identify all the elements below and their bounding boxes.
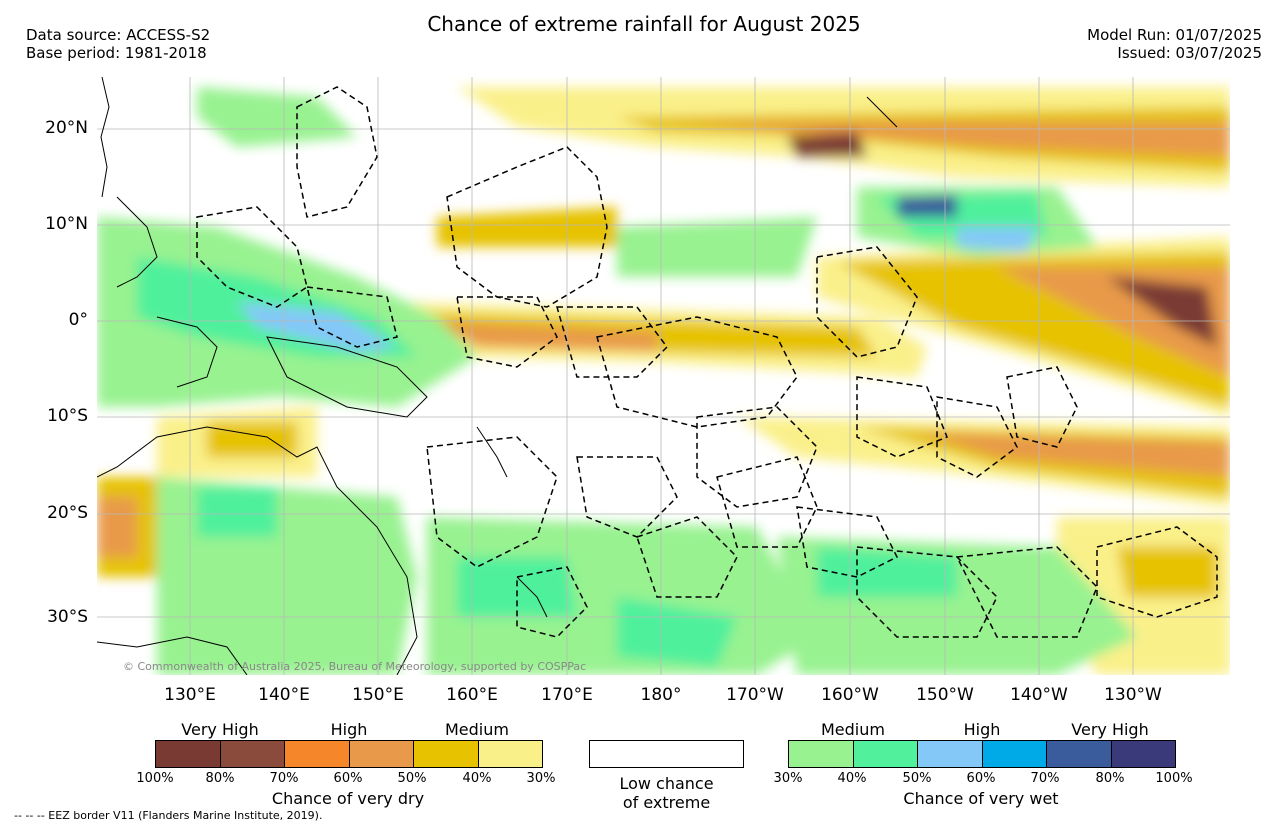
issued-text: Issued: 03/07/2025	[1117, 44, 1262, 62]
base-period-text: Base period: 1981-2018	[26, 44, 207, 62]
lon-label-170e: 170°E	[541, 685, 593, 705]
dry-swatch-2	[220, 741, 285, 767]
dry-cat-very-high: Very High	[181, 720, 259, 739]
eez-borders	[196, 86, 1218, 638]
lat-label-10n: 10°N	[45, 214, 88, 234]
dry-tick: 60%	[333, 771, 363, 786]
dry-tick: 30%	[526, 771, 556, 786]
low-chance-swatch	[589, 740, 744, 768]
lat-label-10s: 10°S	[47, 406, 88, 426]
dry-cat-high: High	[330, 720, 368, 739]
eez-note: -- -- -- EEZ border V11 (Flanders Marine…	[14, 809, 323, 822]
coastlines	[97, 77, 898, 675]
low-chance-label: Low chance of extreme	[589, 774, 744, 812]
header-left: Data source: ACCESS-S2 Base period: 1981…	[26, 26, 210, 62]
wet-swatch-2	[853, 741, 918, 767]
map-title: Chance of extreme rainfall for August 20…	[427, 12, 861, 36]
header-right: Model Run: 01/07/2025 Issued: 03/07/2025	[1087, 26, 1262, 62]
lat-label-20n: 20°N	[45, 118, 88, 138]
wet-tick: 60%	[966, 771, 996, 786]
wet-swatch-3	[918, 741, 983, 767]
lon-label-180: 180°	[640, 685, 682, 705]
wet-swatch-6	[1111, 741, 1175, 767]
wet-tick: 70%	[1030, 771, 1060, 786]
dry-caption: Chance of very dry	[271, 789, 425, 808]
lon-label-140e: 140°E	[258, 685, 310, 705]
lon-label-140w: 140°W	[1010, 685, 1068, 705]
lon-label-150w: 150°W	[916, 685, 974, 705]
dry-colorbar	[155, 740, 543, 768]
wet-tick: 30%	[773, 771, 803, 786]
model-run-text: Model Run: 01/07/2025	[1087, 26, 1262, 44]
lat-label-20s: 20°S	[47, 503, 88, 523]
dry-swatch-4	[349, 741, 414, 767]
wet-tick: 40%	[837, 771, 867, 786]
wet-caption: Chance of very wet	[903, 789, 1059, 808]
lon-label-160e: 160°E	[446, 685, 498, 705]
dry-tick: 100%	[136, 771, 174, 786]
lon-label-170w: 170°W	[726, 685, 784, 705]
lat-label-30s: 30°S	[47, 607, 88, 627]
wet-colorbar	[788, 740, 1176, 768]
lon-label-150e: 150°E	[352, 685, 404, 705]
dry-tick: 40%	[462, 771, 492, 786]
wet-swatch-5	[1047, 741, 1112, 767]
low-chance-line2: of extreme	[622, 793, 711, 812]
lon-label-130w: 130°W	[1104, 685, 1162, 705]
wet-tick: 100%	[1155, 771, 1193, 786]
dry-tick: 80%	[205, 771, 235, 786]
lon-label-160w: 160°W	[821, 685, 879, 705]
dry-tick: 70%	[269, 771, 299, 786]
dry-swatch-5	[414, 741, 479, 767]
lat-label-0: 0°	[68, 310, 88, 330]
dry-tick: 50%	[397, 771, 427, 786]
dry-cat-medium: Medium	[445, 720, 509, 739]
wet-swatch-1	[789, 741, 854, 767]
wet-cat-medium: Medium	[821, 720, 885, 739]
lon-label-130e: 130°E	[164, 685, 216, 705]
wet-cat-very-high: Very High	[1071, 720, 1149, 739]
dry-swatch-3	[285, 741, 350, 767]
wet-tick: 50%	[902, 771, 932, 786]
wet-swatch-4	[982, 741, 1047, 767]
wet-cat-high: High	[963, 720, 1001, 739]
copyright-text: © Commonwealth of Australia 2025, Bureau…	[123, 660, 587, 673]
dry-swatch-1	[156, 741, 221, 767]
graticule	[97, 77, 1230, 675]
low-chance-line1: Low chance	[619, 774, 714, 793]
data-source-text: Data source: ACCESS-S2	[26, 26, 211, 44]
rainfall-map	[97, 77, 1230, 675]
wet-tick: 80%	[1095, 771, 1125, 786]
dry-swatch-6	[478, 741, 542, 767]
